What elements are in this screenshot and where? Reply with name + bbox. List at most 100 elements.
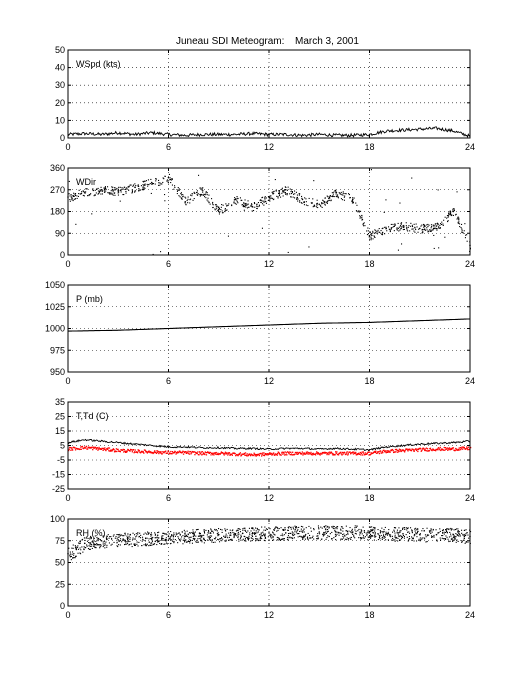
scatter-point	[351, 528, 353, 530]
scatter-point	[242, 538, 244, 540]
scatter-point	[146, 544, 148, 546]
scatter-point	[196, 194, 198, 196]
scatter-point	[284, 527, 286, 529]
scatter-point	[88, 194, 90, 196]
scatter-point	[193, 198, 195, 200]
dewpoint-point	[288, 452, 290, 454]
scatter-point	[261, 227, 263, 229]
dewpoint-point	[458, 447, 460, 449]
dewpoint-point	[108, 447, 111, 449]
scatter-point	[147, 531, 149, 533]
data-point	[301, 198, 304, 201]
scatter-point	[355, 202, 357, 204]
scatter-point	[200, 194, 202, 196]
scatter-point	[171, 178, 173, 180]
dewpoint-point	[115, 450, 117, 453]
scatter-point	[109, 536, 111, 538]
scatter-point	[259, 537, 261, 539]
scatter-point	[345, 193, 347, 195]
scatter-point	[169, 179, 171, 181]
scatter-point	[187, 534, 189, 536]
scatter-point	[332, 528, 334, 530]
scatter-point	[100, 186, 102, 188]
scatter-point	[370, 531, 372, 533]
dewpoint-point	[182, 450, 184, 452]
scatter-point	[423, 537, 425, 539]
scatter-point	[208, 530, 210, 532]
scatter-point	[157, 539, 159, 541]
scatter-point	[171, 184, 173, 186]
scatter-point	[322, 199, 324, 201]
dewpoint-point	[319, 453, 321, 455]
scatter-point	[415, 532, 417, 534]
scatter-point	[445, 529, 447, 531]
scatter-point	[77, 552, 79, 554]
scatter-point	[297, 200, 299, 202]
scatter-point	[75, 555, 77, 557]
scatter-point	[301, 202, 303, 204]
x-tick-label: 0	[65, 259, 70, 269]
scatter-point	[421, 232, 423, 234]
dewpoint-point	[443, 449, 445, 451]
scatter-point	[193, 533, 195, 535]
scatter-point	[154, 537, 156, 539]
scatter-point	[348, 530, 350, 532]
scatter-point	[101, 190, 103, 192]
scatter-point	[291, 531, 293, 533]
scatter-point	[104, 542, 106, 544]
scatter-point	[449, 213, 451, 215]
dewpoint-point	[249, 454, 251, 456]
scatter-point	[385, 199, 387, 201]
dewpoint-point	[266, 453, 268, 455]
x-tick-label: 24	[465, 142, 475, 152]
scatter-point	[88, 548, 90, 550]
dewpoint-point	[451, 448, 453, 450]
scatter-point	[449, 210, 451, 212]
scatter-point	[361, 537, 363, 539]
scatter-point	[287, 539, 289, 541]
scatter-point	[402, 229, 404, 231]
scatter-point	[99, 189, 101, 191]
scatter-point	[277, 196, 279, 198]
scatter-point	[457, 530, 459, 532]
scatter-point	[374, 533, 376, 535]
scatter-point	[272, 532, 274, 534]
scatter-point	[378, 231, 380, 233]
dewpoint-point	[404, 451, 406, 453]
scatter-point	[418, 539, 420, 541]
scatter-point	[398, 226, 400, 228]
scatter-point	[351, 530, 353, 532]
scatter-point	[110, 536, 112, 538]
scatter-point	[270, 534, 272, 536]
data-point	[284, 188, 287, 191]
scatter-point	[272, 539, 274, 541]
scatter-point	[102, 546, 104, 548]
scatter-point	[442, 224, 444, 226]
scatter-point	[73, 195, 75, 197]
scatter-point	[366, 230, 368, 232]
dewpoint-point	[304, 452, 306, 454]
scatter-point	[397, 249, 399, 251]
scatter-point	[203, 193, 205, 195]
scatter-point	[208, 538, 210, 540]
scatter-point	[389, 230, 391, 232]
scatter-point	[301, 195, 303, 197]
scatter-point	[184, 196, 186, 198]
scatter-point	[112, 186, 114, 188]
dewpoint-point	[363, 452, 365, 454]
dewpoint-point	[262, 454, 264, 456]
scatter-point	[103, 191, 105, 193]
dewpoint-point	[210, 454, 212, 456]
scatter-point	[356, 525, 358, 527]
scatter-point	[224, 536, 226, 538]
scatter-point	[433, 225, 435, 227]
scatter-point	[248, 527, 250, 529]
dewpoint-point	[231, 453, 233, 455]
scatter-point	[294, 528, 296, 530]
dewpoint-point	[84, 446, 86, 448]
y-tick-label: 975	[50, 345, 65, 355]
scatter-point	[278, 539, 280, 541]
scatter-point	[209, 535, 211, 537]
